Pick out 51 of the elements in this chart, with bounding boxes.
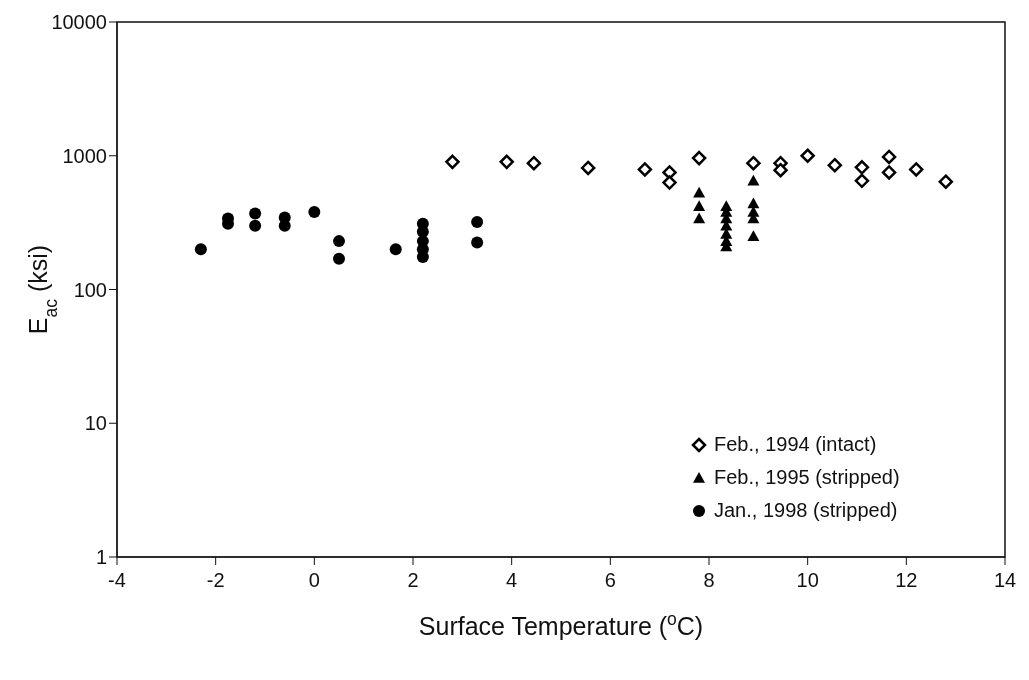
legend-label: Feb., 1994 (intact) <box>714 433 877 456</box>
point <box>662 175 677 190</box>
legend-label: Feb., 1995 (stripped) <box>714 466 900 489</box>
y-tick-label: 10000 <box>51 11 107 34</box>
point <box>691 150 707 166</box>
point <box>389 243 402 256</box>
x-tick-label: 12 <box>895 569 918 592</box>
point <box>308 205 321 218</box>
y-tick-label: 1000 <box>62 144 107 167</box>
y-tick-label: 10 <box>84 412 107 435</box>
x-tick-label: 14 <box>993 569 1017 592</box>
point <box>471 215 484 228</box>
x-tick-label: 4 <box>506 569 518 592</box>
point <box>747 174 760 186</box>
x-axis-title: Surface Temperature ($^{o}$C) <box>418 609 704 640</box>
point <box>499 154 514 170</box>
point <box>747 230 760 242</box>
y-tick-label: 100 <box>73 278 107 301</box>
point <box>827 157 843 173</box>
point <box>938 174 954 189</box>
point <box>908 162 924 177</box>
point <box>854 173 870 189</box>
point <box>580 160 596 176</box>
point <box>854 160 870 175</box>
point <box>194 243 207 256</box>
x-tick-label: 8 <box>703 569 715 592</box>
point <box>249 207 262 220</box>
point <box>445 154 460 170</box>
legend-label: Jan., 1998 (stripped) <box>714 499 898 522</box>
point <box>333 235 345 248</box>
y-tick-label: 1 <box>95 546 107 569</box>
x-tick-label: 2 <box>407 569 419 592</box>
x-tick-label: -4 <box>108 569 126 592</box>
x-tick-label: -2 <box>206 569 225 592</box>
point <box>693 212 706 224</box>
point <box>881 149 897 165</box>
point <box>526 155 542 171</box>
point <box>746 155 761 171</box>
point <box>881 165 897 180</box>
point <box>637 162 653 177</box>
point <box>333 252 345 265</box>
point <box>800 148 815 163</box>
point <box>747 197 760 209</box>
x-tick-label: 10 <box>796 569 819 592</box>
point <box>773 162 788 178</box>
x-tick-label: 6 <box>604 569 616 592</box>
point <box>693 186 706 198</box>
point <box>693 200 706 211</box>
x-tick-label: 0 <box>308 569 320 592</box>
point <box>249 219 262 232</box>
point <box>471 236 484 249</box>
